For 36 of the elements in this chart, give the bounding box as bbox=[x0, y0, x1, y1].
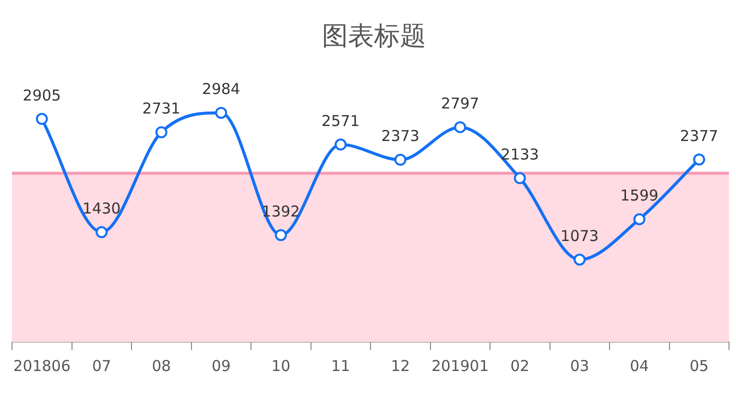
data-label: 1430 bbox=[82, 200, 121, 218]
x-tick-label: 05 bbox=[690, 356, 709, 375]
data-label: 2905 bbox=[22, 86, 61, 104]
data-label: 1599 bbox=[620, 186, 658, 205]
chart-title: 图表标题 bbox=[322, 21, 426, 52]
data-label: 2377 bbox=[680, 126, 718, 145]
point bbox=[394, 154, 406, 166]
data-label: 2731 bbox=[142, 100, 180, 118]
x-tick-label: 10 bbox=[271, 356, 290, 375]
point bbox=[454, 121, 466, 134]
point bbox=[574, 254, 586, 266]
x-tick-label: 201901 bbox=[431, 356, 489, 375]
data-label: 2797 bbox=[441, 94, 480, 113]
data-label: 2133 bbox=[500, 146, 539, 164]
data-label: 2373 bbox=[381, 127, 420, 146]
x-tick-label: 12 bbox=[390, 356, 410, 375]
point bbox=[334, 138, 347, 151]
point bbox=[514, 172, 526, 184]
data-label: 2984 bbox=[202, 80, 240, 98]
point bbox=[633, 213, 646, 226]
point bbox=[36, 112, 48, 125]
x-tick-label: 02 bbox=[510, 356, 530, 375]
x-tick-label: 07 bbox=[92, 356, 112, 375]
point bbox=[155, 126, 168, 138]
x-tick-label: 03 bbox=[570, 356, 590, 375]
x-tick-label: 08 bbox=[152, 356, 171, 375]
data-label: 1073 bbox=[560, 226, 599, 245]
point bbox=[274, 229, 287, 242]
data-label: 2571 bbox=[322, 112, 360, 130]
x-tick-label: 201806 bbox=[13, 356, 71, 375]
x-tick-label: 11 bbox=[331, 356, 350, 375]
x-tick-label: 04 bbox=[630, 356, 649, 375]
point bbox=[215, 106, 228, 119]
point bbox=[96, 226, 108, 238]
x-tick-label: 09 bbox=[212, 356, 231, 375]
point bbox=[693, 153, 706, 166]
